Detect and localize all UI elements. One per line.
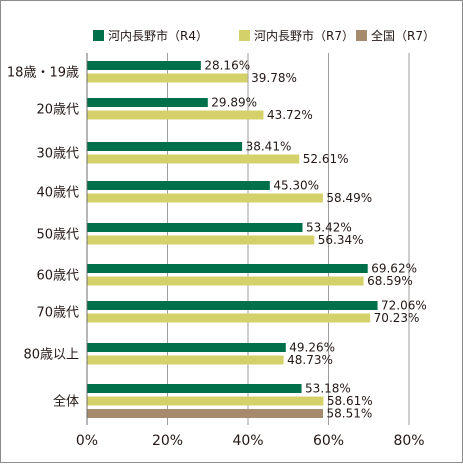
category-label-8: 全体 bbox=[53, 394, 79, 410]
x-tick-label-2: 40% bbox=[232, 433, 263, 449]
value-label-s1-c0: 39.78% bbox=[251, 71, 297, 85]
legend-label-2: 全国（R7） bbox=[371, 28, 435, 43]
legend-swatch-0 bbox=[93, 30, 104, 41]
category-label-5: 60歳代 bbox=[36, 268, 79, 283]
legend-label-0: 河内長野市（R4） bbox=[108, 28, 208, 43]
x-axis-ticks: 0% 20% 40% 60% 80% bbox=[76, 433, 425, 449]
x-tick-label-3: 60% bbox=[313, 433, 344, 449]
value-label-s0-c0: 28.16% bbox=[204, 59, 250, 73]
legend-swatch-2 bbox=[356, 30, 367, 41]
bar-s1-c7 bbox=[87, 355, 284, 365]
category-label-4: 50歳代 bbox=[36, 227, 79, 242]
category-label-0: 18歳・19歳 bbox=[7, 65, 79, 80]
category-label-2: 30歳代 bbox=[36, 146, 79, 161]
value-label-s1-c6: 70.23% bbox=[374, 311, 420, 325]
bar-s1-c6 bbox=[87, 313, 371, 323]
bar-s0-c6 bbox=[87, 301, 378, 310]
category-label-3: 40歳代 bbox=[36, 185, 79, 200]
value-label-s0-c7: 49.26% bbox=[289, 341, 335, 355]
bar-s1-c0 bbox=[87, 73, 248, 83]
bar-s1-c8 bbox=[87, 396, 324, 406]
x-tick-label-1: 20% bbox=[152, 433, 183, 449]
category-label-6: 70歳代 bbox=[36, 305, 79, 320]
bar-s0-c3 bbox=[87, 181, 270, 190]
value-label-s0-c2: 38.41% bbox=[246, 140, 292, 154]
value-label-s1-c8: 58.61% bbox=[327, 394, 373, 408]
bar-s0-c2 bbox=[87, 142, 243, 151]
value-label-s1-c7: 48.73% bbox=[287, 353, 333, 367]
bar-s1-c1 bbox=[87, 110, 264, 120]
value-label-s2-c8: 58.51% bbox=[327, 407, 373, 421]
bar-s0-c8 bbox=[87, 384, 302, 393]
value-label-s1-c3: 58.49% bbox=[326, 191, 372, 205]
x-tick-label-0: 0% bbox=[76, 433, 98, 449]
x-tick-label-4: 80% bbox=[393, 433, 424, 449]
bar-s0-c0 bbox=[87, 61, 201, 70]
legend: 河内長野市（R4） 河内長野市（R7） 全国（R7） bbox=[93, 28, 435, 43]
bar-s1-c3 bbox=[87, 193, 323, 203]
value-label-s1-c5: 68.59% bbox=[367, 274, 413, 288]
category-label-1: 20歳代 bbox=[36, 102, 79, 117]
value-label-s1-c1: 43.72% bbox=[267, 108, 313, 122]
value-label-s0-c6: 72.06% bbox=[381, 299, 427, 313]
value-label-s1-c4: 56.34% bbox=[318, 233, 364, 247]
bar-s0-c5 bbox=[87, 264, 368, 273]
bar-s1-c4 bbox=[87, 235, 315, 245]
bar-s0-c1 bbox=[87, 98, 208, 107]
category-label-7: 80歳以上 bbox=[23, 347, 79, 362]
bar-s1-c2 bbox=[87, 154, 300, 164]
legend-label-1: 河内長野市（R7） bbox=[254, 28, 354, 43]
value-label-s0-c8: 53.18% bbox=[305, 382, 351, 396]
value-label-s0-c4: 53.42% bbox=[306, 221, 352, 235]
value-label-s0-c3: 45.30% bbox=[273, 179, 319, 193]
legend-swatch-1 bbox=[239, 30, 250, 41]
bars: 28.16%39.78% 29.89% 43.72% 38.41% 52.61% 45.3… bbox=[87, 59, 427, 421]
bar-s0-c7 bbox=[87, 343, 286, 352]
bar-s2-c8 bbox=[87, 409, 324, 418]
value-label-s1-c2: 52.61% bbox=[303, 152, 349, 166]
bar-s1-c5 bbox=[87, 276, 364, 286]
value-label-s0-c5: 69.62% bbox=[371, 262, 417, 276]
bar-s0-c4 bbox=[87, 223, 303, 232]
value-label-s0-c1: 29.89% bbox=[211, 96, 257, 110]
